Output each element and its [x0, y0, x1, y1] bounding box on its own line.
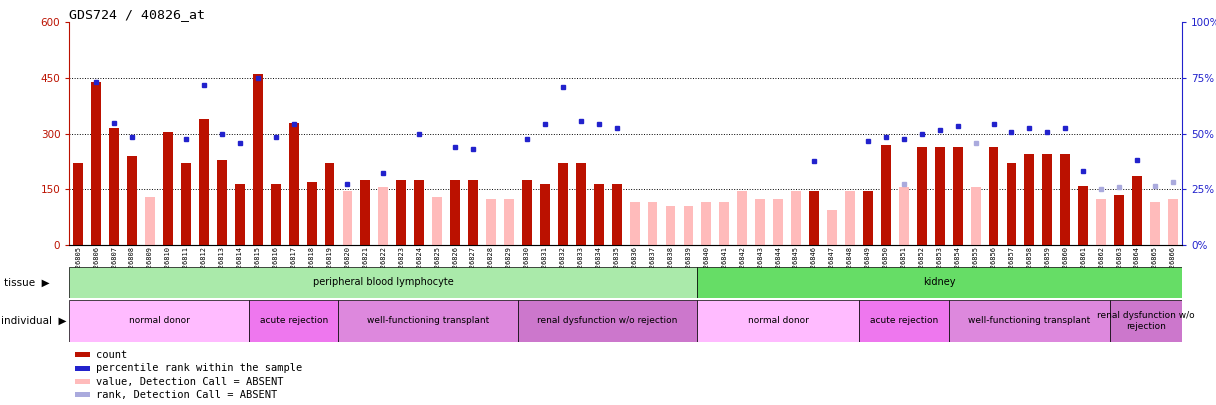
Bar — [720, 202, 730, 245]
Text: renal dysfunction w/o
rejection: renal dysfunction w/o rejection — [1097, 311, 1195, 330]
Bar — [648, 202, 658, 245]
Bar — [845, 191, 855, 245]
Text: rank, Detection Call = ABSENT: rank, Detection Call = ABSENT — [96, 390, 277, 400]
Bar — [69, 267, 698, 298]
Bar — [698, 300, 858, 342]
Bar — [235, 184, 244, 245]
Bar — [69, 300, 249, 342]
Bar — [271, 184, 281, 245]
Bar — [1079, 185, 1088, 245]
Text: value, Detection Call = ABSENT: value, Detection Call = ABSENT — [96, 377, 283, 386]
Bar — [630, 202, 640, 245]
Bar — [505, 198, 514, 245]
Bar — [809, 191, 820, 245]
Text: percentile rank within the sample: percentile rank within the sample — [96, 363, 303, 373]
Bar — [989, 147, 998, 245]
Bar — [1114, 195, 1124, 245]
Bar — [612, 184, 621, 245]
Bar — [163, 132, 173, 245]
Text: peripheral blood lymphocyte: peripheral blood lymphocyte — [313, 277, 454, 288]
Bar — [1007, 163, 1017, 245]
Text: tissue  ▶: tissue ▶ — [4, 277, 50, 288]
Bar — [1132, 176, 1142, 245]
Bar — [396, 180, 406, 245]
Bar — [1024, 154, 1035, 245]
Bar — [360, 180, 371, 245]
Bar — [917, 147, 927, 245]
Text: renal dysfunction w/o rejection: renal dysfunction w/o rejection — [537, 316, 677, 326]
Bar — [863, 191, 873, 245]
Text: kidney: kidney — [923, 277, 956, 288]
Bar — [73, 163, 83, 245]
Bar — [486, 198, 496, 245]
Bar — [698, 267, 1182, 298]
Bar — [948, 300, 1110, 342]
Bar — [109, 128, 119, 245]
Text: acute rejection: acute rejection — [259, 316, 328, 326]
Bar — [970, 188, 980, 245]
Bar — [343, 191, 353, 245]
Text: normal donor: normal donor — [129, 316, 190, 326]
Bar — [858, 300, 948, 342]
Bar — [558, 163, 568, 245]
Bar — [665, 206, 675, 245]
Bar — [1097, 198, 1107, 245]
Bar — [899, 188, 908, 245]
Bar — [450, 180, 460, 245]
Bar — [522, 180, 531, 245]
Bar — [288, 123, 299, 245]
Bar — [415, 180, 424, 245]
Bar — [773, 198, 783, 245]
Bar — [249, 300, 338, 342]
Bar — [468, 180, 478, 245]
Bar — [755, 198, 765, 245]
Text: well-functioning transplant: well-functioning transplant — [367, 316, 489, 326]
Bar — [432, 197, 443, 245]
Bar — [540, 184, 550, 245]
Bar — [338, 300, 518, 342]
Bar — [1060, 154, 1070, 245]
Bar — [181, 163, 191, 245]
Bar — [145, 197, 154, 245]
Bar — [1110, 300, 1182, 342]
Bar — [1169, 198, 1178, 245]
Bar — [518, 300, 698, 342]
Bar — [935, 147, 945, 245]
Bar — [216, 160, 227, 245]
Bar — [306, 182, 316, 245]
Bar — [792, 191, 801, 245]
Bar — [737, 191, 747, 245]
Bar — [128, 156, 137, 245]
Bar — [702, 202, 711, 245]
Bar — [880, 145, 891, 245]
Text: individual  ▶: individual ▶ — [1, 316, 67, 326]
Bar — [325, 163, 334, 245]
Text: normal donor: normal donor — [748, 316, 809, 326]
Bar — [378, 188, 388, 245]
Text: acute rejection: acute rejection — [869, 316, 938, 326]
Bar — [1150, 202, 1160, 245]
Bar — [199, 119, 209, 245]
Text: well-functioning transplant: well-functioning transplant — [968, 316, 1091, 326]
Bar — [253, 74, 263, 245]
Bar — [827, 210, 837, 245]
Text: count: count — [96, 350, 128, 360]
Bar — [91, 82, 101, 245]
Bar — [1042, 154, 1052, 245]
Bar — [593, 184, 603, 245]
Bar — [683, 206, 693, 245]
Bar — [576, 163, 586, 245]
Text: GDS724 / 40826_at: GDS724 / 40826_at — [69, 8, 206, 21]
Bar — [952, 147, 963, 245]
